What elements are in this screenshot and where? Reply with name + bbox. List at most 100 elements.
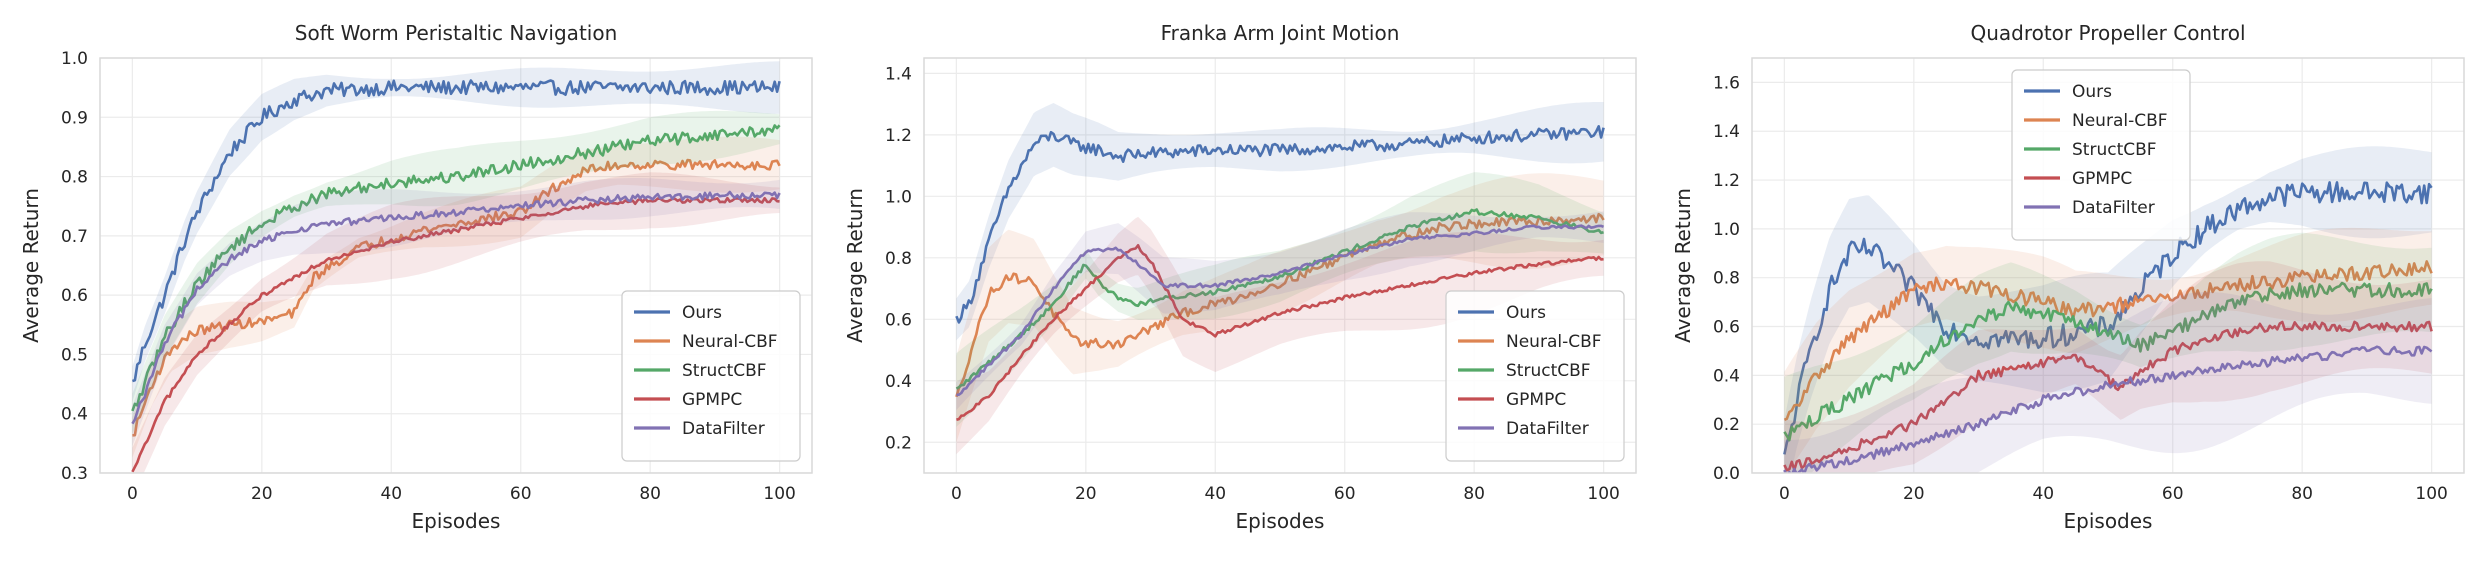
y-tick-label: 0.4 [1713, 366, 1740, 386]
y-tick-label: 0.2 [885, 433, 912, 453]
x-tick-label: 0 [1779, 484, 1790, 504]
x-tick-label: 20 [1075, 484, 1097, 504]
chart-title: Franka Arm Joint Motion [1161, 21, 1400, 45]
line-ours [132, 79, 781, 383]
y-tick-label: 0.7 [61, 227, 88, 247]
legend-label: DataFilter [682, 419, 765, 439]
legend-label: DataFilter [1506, 419, 1589, 439]
x-tick-label: 20 [251, 484, 273, 504]
x-tick-label: 100 [2415, 484, 2447, 504]
series-group [1783, 146, 2433, 473]
legend: Ours Neural-CBF StructCBF GPMPC DataFilter [1445, 290, 1625, 462]
legend-label: StructCBF [2072, 140, 2157, 160]
y-tick-label: 0.6 [1713, 318, 1740, 338]
chart-panel-3: 0 20 40 60 80 100 0.0 0.2 0.4 0.6 0.8 1.0 1.2 1.4 1.6 Q… [1671, 21, 2465, 533]
x-tick-label: 40 [1204, 484, 1226, 504]
band-ours [1784, 146, 2432, 473]
legend-label: GPMPC [1506, 390, 1566, 410]
line-datafilter [1783, 345, 2433, 473]
chart-panel-1: 0 20 40 60 80 100 0.3 0.4 0.5 0.6 0.7 0.8 0.9 1.0 Soft… [19, 21, 813, 533]
legend-label: GPMPC [2072, 169, 2132, 189]
line-neural-cbf [955, 212, 1605, 398]
legend-label: StructCBF [1506, 361, 1591, 381]
band-neural-cbf [956, 173, 1604, 443]
chart-panel-2: 0 20 40 60 80 100 0.2 0.4 0.6 0.8 1.0 1.2 1.4 Franka … [843, 21, 1637, 533]
x-tick-label: 60 [1334, 484, 1356, 504]
x-tick-label: 60 [510, 484, 532, 504]
x-tick-label: 0 [951, 484, 962, 504]
legend-label: Ours [1506, 303, 1546, 323]
band-gpmpc [132, 172, 780, 473]
legend: Ours Neural-CBF StructCBF GPMPC DataFilter [621, 290, 801, 462]
y-tick-label: 1.0 [885, 187, 912, 207]
x-tick-label: 20 [1903, 484, 1925, 504]
band-neural-cbf [132, 136, 780, 458]
legend-label: GPMPC [682, 390, 742, 410]
x-tick-label: 100 [1587, 484, 1619, 504]
x-axis-label: Episodes [412, 509, 501, 533]
y-tick-label: 0.8 [1713, 269, 1740, 289]
x-tick-label: 0 [127, 484, 138, 504]
x-tick-label: 40 [2032, 484, 2054, 504]
line-structcbf [131, 124, 781, 412]
legend-label: Ours [682, 303, 722, 323]
band-structcbf [132, 110, 780, 434]
line-ours [955, 125, 1605, 324]
legend-box [621, 290, 801, 462]
legend-label: Neural-CBF [1506, 332, 1602, 352]
plot-frame [99, 57, 813, 474]
legend: Ours Neural-CBF StructCBF GPMPC DataFilter [2011, 69, 2191, 241]
y-tick-label: 0.6 [61, 286, 88, 306]
y-axis-label: Average Return [843, 188, 867, 343]
y-tick-label: 0.4 [61, 405, 88, 425]
y-tick-label: 0.0 [1713, 464, 1740, 484]
y-axis-label: Average Return [1671, 188, 1695, 343]
legend-box [2011, 69, 2191, 241]
line-structcbf [955, 208, 1604, 390]
series-group [955, 102, 1605, 455]
legend-label: Ours [2072, 82, 2112, 102]
y-tick-label: 0.9 [61, 108, 88, 128]
y-tick-label: 1.2 [885, 126, 912, 146]
x-tick-label: 60 [2162, 484, 2184, 504]
x-tick-label: 100 [763, 484, 795, 504]
legend-label: DataFilter [2072, 198, 2155, 218]
y-tick-label: 0.5 [61, 345, 88, 365]
line-neural-cbf [132, 158, 781, 437]
band-datafilter [956, 211, 1604, 410]
x-tick-label: 80 [639, 484, 661, 504]
band-ours [132, 61, 780, 402]
y-tick-label: 1.0 [61, 49, 88, 69]
y-tick-label: 0.3 [61, 464, 88, 484]
y-tick-label: 0.6 [885, 310, 912, 330]
line-gpmpc [1783, 320, 2433, 472]
y-tick-label: 1.0 [1713, 220, 1740, 240]
plot-frame [1751, 57, 2465, 474]
band-gpmpc [1784, 261, 2432, 473]
line-neural-cbf [1783, 260, 2433, 421]
x-axis-label: Episodes [1236, 509, 1325, 533]
x-tick-label: 80 [1463, 484, 1485, 504]
legend-label: Neural-CBF [2072, 111, 2168, 131]
y-tick-label: 1.4 [885, 64, 912, 84]
band-gpmpc [956, 216, 1604, 455]
series-group [131, 61, 781, 473]
legend-label: Neural-CBF [682, 332, 778, 352]
chart-title: Soft Worm Peristaltic Navigation [295, 21, 618, 45]
line-structcbf [1783, 281, 2433, 442]
x-axis-label: Episodes [2064, 509, 2153, 533]
chart-title: Quadrotor Propeller Control [1970, 21, 2245, 45]
line-gpmpc [956, 244, 1604, 421]
plot-frame [923, 57, 1637, 474]
y-tick-label: 1.4 [1713, 122, 1740, 142]
legend-label: StructCBF [682, 361, 767, 381]
band-datafilter [1784, 292, 2432, 473]
line-datafilter [956, 224, 1605, 397]
y-tick-label: 0.8 [61, 168, 88, 188]
line-datafilter [131, 190, 781, 425]
y-tick-label: 1.2 [1713, 171, 1740, 191]
x-tick-label: 40 [380, 484, 402, 504]
y-axis-label: Average Return [19, 188, 43, 343]
y-tick-label: 0.8 [885, 249, 912, 269]
